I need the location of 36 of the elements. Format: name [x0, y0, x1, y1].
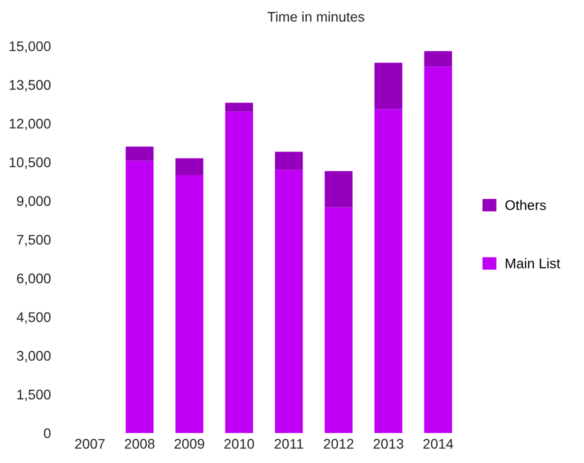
bar: [324, 171, 353, 208]
bar: [374, 62, 402, 110]
x-tick-label: 2011: [274, 438, 304, 449]
bar: [374, 109, 402, 433]
bar: [126, 146, 154, 161]
bar: [424, 51, 452, 67]
bar: [126, 160, 154, 433]
legend-label: Main List: [506, 258, 560, 268]
bar: [175, 158, 204, 175]
x-tick-label: 2008: [124, 438, 154, 449]
chart-title: Time in minutes: [268, 12, 364, 22]
bar: [175, 175, 204, 433]
y-tick-label: 7,500: [17, 234, 51, 246]
y-tick-label: 4,500: [16, 312, 51, 324]
y-tick-label: 3,000: [16, 350, 51, 362]
y-tick-label: 15,000: [10, 41, 51, 53]
bar: [424, 66, 452, 433]
y-tick-label: 1,500: [17, 390, 51, 402]
bar: [324, 207, 353, 433]
y-tick-label: 0: [44, 428, 51, 438]
y-tick-label: 10,500: [10, 157, 51, 169]
y-tick-label: 9,000: [17, 196, 51, 208]
x-tick-label: 2014: [423, 438, 454, 449]
y-tick-label: 6,000: [17, 274, 51, 286]
x-tick-label: 2010: [224, 438, 254, 449]
y-tick-label: 13,500: [10, 80, 51, 92]
bar: [225, 112, 254, 433]
bar: [274, 152, 303, 170]
bar: [225, 102, 254, 112]
bar: [274, 170, 303, 433]
y-tick-label: 12,000: [10, 118, 51, 130]
x-tick-label: 2007: [75, 438, 105, 449]
x-tick-label: 2009: [174, 438, 204, 449]
x-tick-label: 2013: [374, 438, 404, 449]
x-tick-label: 2012: [324, 438, 354, 449]
legend-label: Others: [505, 200, 546, 210]
